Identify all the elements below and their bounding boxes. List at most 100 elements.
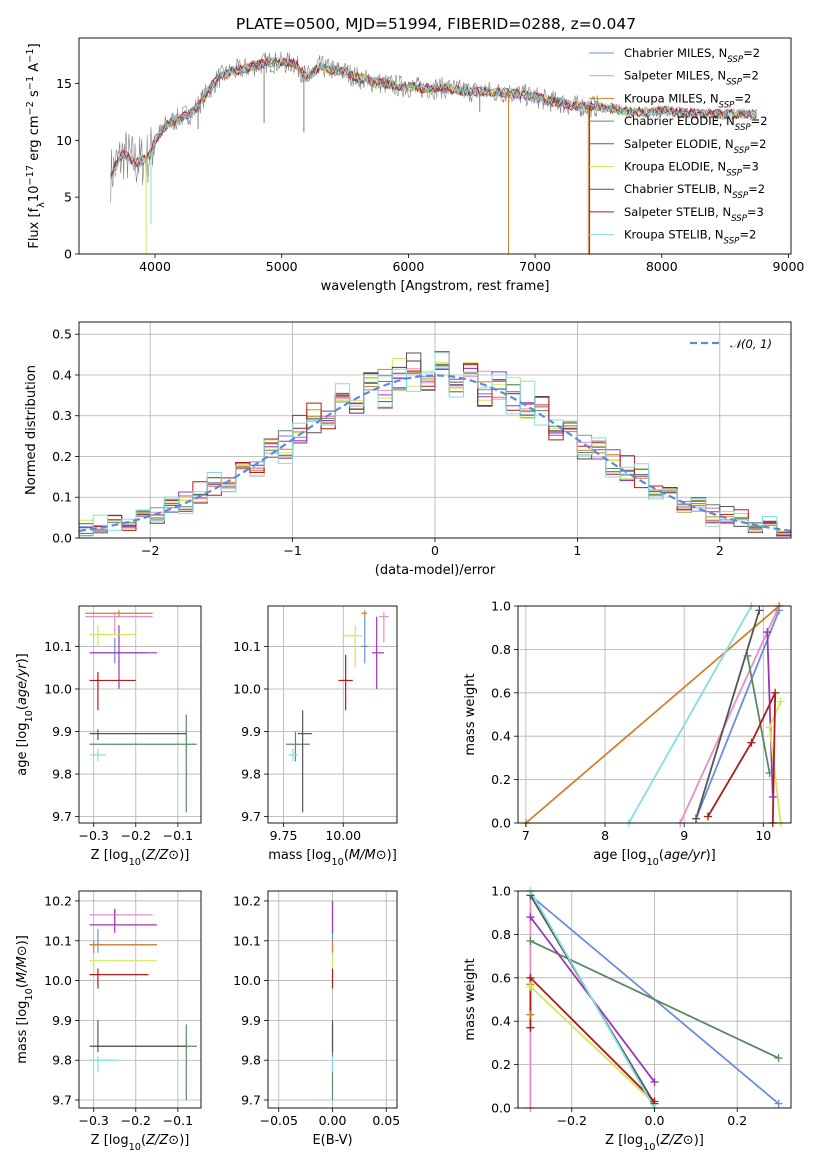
weight-line-kroupa-stelib [628, 606, 753, 823]
legend-label-part: =2 [743, 46, 760, 60]
x-axis-label: wavelength [Angstrom, rest frame] [321, 279, 550, 294]
x-tick-label: −2 [141, 543, 159, 558]
weight-marker [692, 814, 701, 823]
weight-marker [526, 936, 535, 945]
y-tick-label: 10.1 [44, 639, 72, 654]
x-axis-label: (data-model)/error [375, 563, 496, 578]
x-axis-label: Z [log10(Z/Z⊙)] [91, 1133, 190, 1153]
weight-marker [526, 1010, 535, 1019]
weight-marker [774, 1099, 783, 1108]
x-tick-label: 9.75 [270, 828, 298, 843]
y-tick-label: 9.8 [241, 767, 261, 782]
y-axis-label-part: λ [36, 202, 47, 208]
x-tick-label: 9000 [773, 259, 805, 274]
y-axis-label-part: −1 [25, 48, 36, 62]
x-axis-label-part: ( [344, 848, 349, 863]
y-axis-label-part: 10 [27, 186, 42, 203]
y-tick-label: 10.0 [44, 973, 72, 988]
weight-marker [755, 606, 764, 615]
y-tick-label: 0.0 [491, 1101, 511, 1116]
y-tick-label: 9.8 [241, 1053, 261, 1068]
axes-weight-vs-z: −0.2 0.0 0.2 0.0 0.2 0.4 0.6 0.8 1.0 Z [log10(Z/Z… [463, 884, 792, 1153]
weight-line-kroupa-elodie [529, 985, 656, 1105]
y-tick-label: 9.8 [52, 1053, 72, 1068]
x-axis-label-part: age [log [593, 848, 646, 863]
x-axis-label-part: 10 [646, 857, 658, 868]
y-axis-label: Flux [fλ10−17 erg cm−2 s−1 A−1] [25, 43, 47, 248]
y-axis-label-part: )] [15, 653, 30, 663]
legend-label-part: SSP [727, 55, 744, 65]
weight-line-chabrier-stelib [695, 610, 761, 819]
x-axis-label-part: Z [log [91, 848, 129, 863]
y-tick-label: 0.5 [52, 327, 72, 342]
legend-label: 𝒩(0, 1) [730, 337, 772, 351]
legend-label-part: SSP [732, 191, 749, 201]
y-axis-label: age [log10(age/yr)] [15, 653, 35, 776]
x-tick-label: −0.3 [79, 828, 109, 843]
weight-line-chabrier-elodie [746, 655, 771, 774]
weight-line-chabrier-miles [695, 609, 780, 820]
y-axis-label: mass weight [463, 958, 478, 1040]
y-axis-label-part: −1 [25, 76, 36, 90]
legend-label-part: Kroupa STELIB, N [624, 228, 724, 242]
weight-marker [743, 651, 752, 660]
y-tick-label: 0.2 [491, 772, 511, 787]
weight-marker [526, 982, 535, 991]
y-tick-label: 10 [56, 133, 72, 148]
y-axis-label-part: ( [15, 705, 30, 710]
y-tick-label: 1.0 [491, 599, 511, 614]
y-tick-label: 0.0 [491, 816, 511, 831]
weight-marker [765, 769, 774, 778]
x-tick-label: 0.05 [372, 1113, 400, 1128]
y-tick-label: 0.4 [491, 729, 511, 744]
weight-line-salpeter-miles [679, 606, 780, 823]
y-axis-label-part: s [27, 90, 42, 101]
x-axis-label-part: )] [694, 1133, 704, 1148]
y-axis-label-part: −17 [25, 165, 36, 186]
x-axis-label-part: )] [179, 1133, 189, 1148]
y-axis-label-part: age [log [15, 723, 30, 776]
legend-label-part: SSP [735, 123, 752, 133]
weight-marker [747, 738, 756, 747]
x-tick-label: 6000 [392, 259, 424, 274]
legend-label-part: Salpeter STELIB, N [624, 205, 731, 219]
x-axis-label-part: Z/Z⊙ [660, 1133, 694, 1148]
x-tick-label: −0.1 [163, 1113, 193, 1128]
y-tick-label: 10.1 [44, 933, 72, 948]
y-axis-label-part: ] [27, 43, 42, 48]
legend-label-part: SSP [734, 146, 751, 156]
legend-label-part: =2 [748, 182, 765, 196]
legend-label-part: Kroupa MILES, N [624, 91, 719, 105]
x-axis-label: age [log10(age/yr)] [593, 848, 716, 868]
y-tick-label: 9.9 [241, 1013, 261, 1028]
histogram-kroupa-stelib [79, 352, 791, 537]
x-tick-label: 7 [522, 828, 530, 843]
y-tick-label: 0.2 [52, 449, 72, 464]
legend-label-part: =3 [747, 205, 764, 219]
y-tick-label: 0.4 [52, 367, 72, 382]
x-tick-label: 8000 [646, 259, 678, 274]
legend-label-part: SSP [731, 214, 748, 224]
x-tick-label: 0.0 [645, 1113, 665, 1128]
y-tick-label: 0 [64, 247, 72, 262]
y-tick-label: 10.1 [233, 639, 261, 654]
weight-marker [774, 1054, 783, 1063]
y-axis-label-part: −2 [25, 101, 36, 115]
x-axis-label-part: )] [387, 848, 397, 863]
x-tick-label: −0.3 [79, 1113, 109, 1128]
y-axis-label: Normed distribution [24, 365, 39, 495]
plot-area-age-vs-mass [285, 610, 389, 813]
x-axis-label-part: )] [179, 848, 189, 863]
y-tick-label: 10.2 [44, 893, 72, 908]
y-axis-label-part: age/yr [15, 662, 30, 705]
x-tick-label: 0 [431, 543, 439, 558]
y-axis-label: mass weight [463, 673, 478, 755]
weight-marker [763, 628, 772, 637]
x-axis-label-part: ( [141, 1133, 146, 1148]
y-tick-label: 0.0 [52, 531, 72, 546]
x-tick-label: −0.2 [557, 1113, 587, 1128]
weight-line-salpeter-stelib [529, 975, 656, 1103]
legend-label-part: Salpeter ELODIE, N [624, 137, 734, 151]
legend-label-part: Chabrier ELODIE, N [624, 114, 735, 128]
axes-frame [78, 605, 202, 824]
